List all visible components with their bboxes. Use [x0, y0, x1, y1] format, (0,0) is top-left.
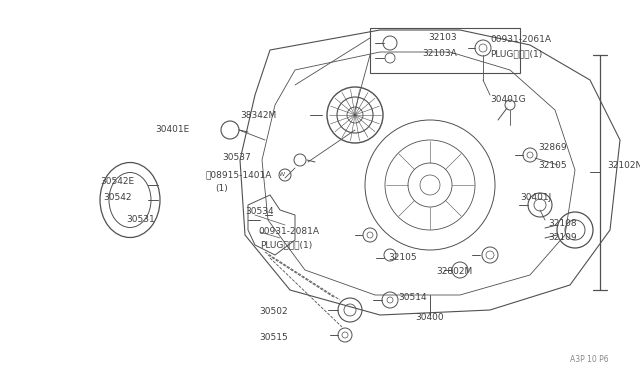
- Text: 30502: 30502: [259, 308, 288, 317]
- Text: 32102N: 32102N: [607, 160, 640, 170]
- Text: 30537: 30537: [222, 154, 251, 163]
- Text: 30542E: 30542E: [100, 177, 134, 186]
- Text: 30534: 30534: [245, 208, 274, 217]
- Text: 00931-2061A: 00931-2061A: [490, 35, 551, 45]
- Text: 32869: 32869: [538, 144, 566, 153]
- Text: 32105: 32105: [388, 253, 417, 263]
- Text: 00931-2081A: 00931-2081A: [258, 228, 319, 237]
- Text: 32802M: 32802M: [436, 267, 472, 276]
- Text: 32108: 32108: [548, 218, 577, 228]
- Text: 32103A: 32103A: [422, 48, 457, 58]
- Text: 32103: 32103: [428, 33, 456, 42]
- Text: 30401J: 30401J: [520, 193, 551, 202]
- Text: 32105: 32105: [538, 160, 566, 170]
- Text: (1): (1): [215, 185, 228, 193]
- Text: 32109: 32109: [548, 232, 577, 241]
- Text: PLUGブラグ(1): PLUGブラグ(1): [260, 241, 312, 250]
- Text: 30514: 30514: [398, 294, 427, 302]
- Text: 30400: 30400: [415, 314, 444, 323]
- Text: W: W: [279, 173, 285, 177]
- Text: 30401G: 30401G: [490, 96, 525, 105]
- Text: 30515: 30515: [259, 333, 288, 341]
- Text: 30401E: 30401E: [155, 125, 189, 135]
- Text: 38342M: 38342M: [240, 110, 276, 119]
- Text: 30542: 30542: [103, 193, 131, 202]
- Bar: [370, 28, 520, 73]
- Text: A3P 10 P6: A3P 10 P6: [570, 356, 609, 365]
- Text: PLUGブラグ(1): PLUGブラグ(1): [490, 49, 542, 58]
- Text: 30531: 30531: [126, 215, 155, 224]
- Text: Ⓦ08915-1401A: Ⓦ08915-1401A: [205, 170, 271, 180]
